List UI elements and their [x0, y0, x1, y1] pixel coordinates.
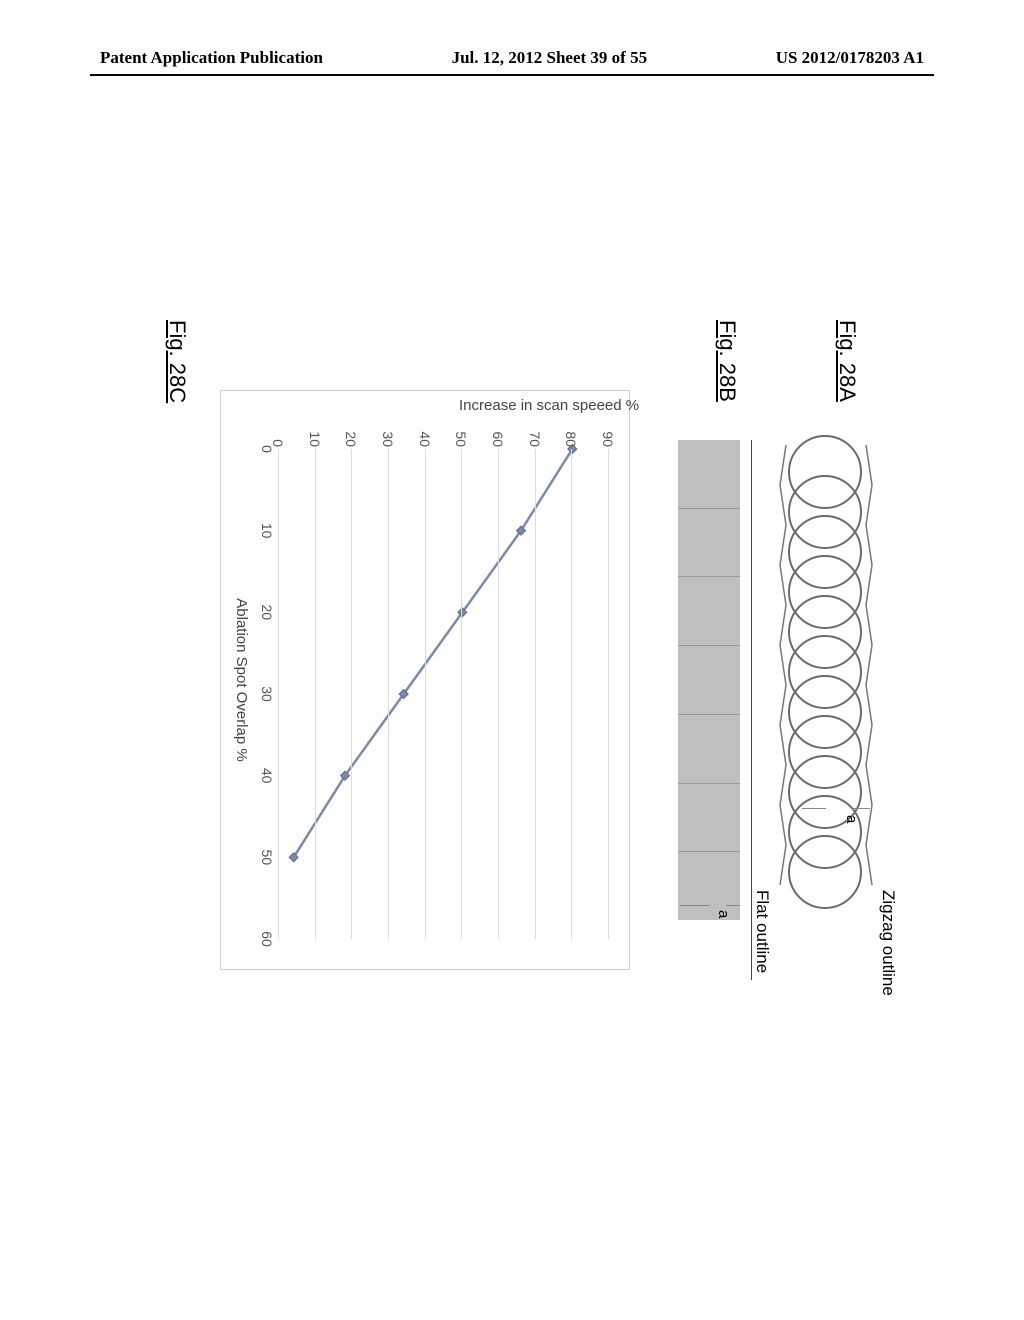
- dimension-b-arrow-up: [726, 905, 740, 906]
- chart-y-tick: 70: [527, 423, 543, 447]
- ablation-spot-circle: [788, 835, 862, 909]
- dimension-a-arrow-down: [802, 808, 826, 809]
- slat: [678, 509, 740, 578]
- chart-gridline: [535, 449, 536, 939]
- chart-gridline: [315, 449, 316, 939]
- header-rule: [90, 74, 934, 76]
- flat-outline-line: [751, 440, 752, 980]
- chart-series-line: [294, 449, 573, 857]
- chart-gridline: [608, 449, 609, 939]
- slat: [678, 577, 740, 646]
- chart-gridline: [571, 449, 572, 939]
- chart-y-axis-label: Increase in scan speeed %: [459, 397, 639, 414]
- chart-y-tick: 60: [490, 423, 506, 447]
- dimension-b-arrow-down: [680, 905, 710, 906]
- chart-x-tick: 40: [259, 768, 275, 784]
- zigzag-outline-label: Zigzag outline: [878, 890, 898, 996]
- chart-y-tick: 20: [343, 423, 359, 447]
- figure-28a-circles: [780, 435, 870, 945]
- chart-y-tick: 80: [563, 423, 579, 447]
- slat: [678, 646, 740, 715]
- chart-x-tick: 10: [259, 523, 275, 539]
- figure-28b-slats: [678, 440, 740, 920]
- figure-sheet: Fig. 28A Zigzag outline a Fig. 28B Flat …: [140, 330, 880, 1010]
- page-header: Patent Application Publication Jul. 12, …: [0, 48, 1024, 68]
- chart-x-tick: 30: [259, 686, 275, 702]
- chart-x-tick: 20: [259, 605, 275, 621]
- chart-x-tick: 0: [259, 445, 275, 453]
- chart-y-tick: 40: [417, 423, 433, 447]
- chart-gridline: [388, 449, 389, 939]
- chart-y-tick: 10: [307, 423, 323, 447]
- figure-28c-chart: Increase in scan speeed % Ablation Spot …: [220, 390, 630, 970]
- chart-gridline: [425, 449, 426, 939]
- chart-plot-area: [279, 449, 609, 939]
- slat: [678, 715, 740, 784]
- chart-y-tick: 90: [600, 423, 616, 447]
- dimension-a-arrow-up: [852, 808, 870, 809]
- header-center: Jul. 12, 2012 Sheet 39 of 55: [452, 48, 648, 68]
- flat-outline-label: Flat outline: [752, 890, 772, 973]
- chart-y-tick: 30: [380, 423, 396, 447]
- chart-gridline: [351, 449, 352, 939]
- slat: [678, 784, 740, 853]
- chart-x-axis-label: Ablation Spot Overlap %: [233, 391, 250, 969]
- chart-x-tick: 60: [259, 931, 275, 947]
- chart-y-tick: 0: [270, 423, 286, 447]
- figure-28a-label: Fig. 28A: [834, 320, 860, 402]
- figure-28c-label: Fig. 28C: [164, 320, 190, 403]
- slat: [678, 440, 740, 509]
- chart-gridline: [461, 449, 462, 939]
- chart-svg: [279, 449, 609, 939]
- zigzag-top-line: [864, 435, 874, 945]
- header-right: US 2012/0178203 A1: [776, 48, 924, 68]
- chart-x-tick: 50: [259, 850, 275, 866]
- header-left: Patent Application Publication: [100, 48, 323, 68]
- chart-gridline: [278, 449, 279, 939]
- figure-28b-label: Fig. 28B: [714, 320, 740, 402]
- dimension-a-label: a: [843, 815, 860, 823]
- zigzag-bottom-line: [778, 435, 788, 945]
- chart-gridline: [498, 449, 499, 939]
- chart-y-tick: 50: [453, 423, 469, 447]
- dimension-b-label: a: [715, 910, 732, 918]
